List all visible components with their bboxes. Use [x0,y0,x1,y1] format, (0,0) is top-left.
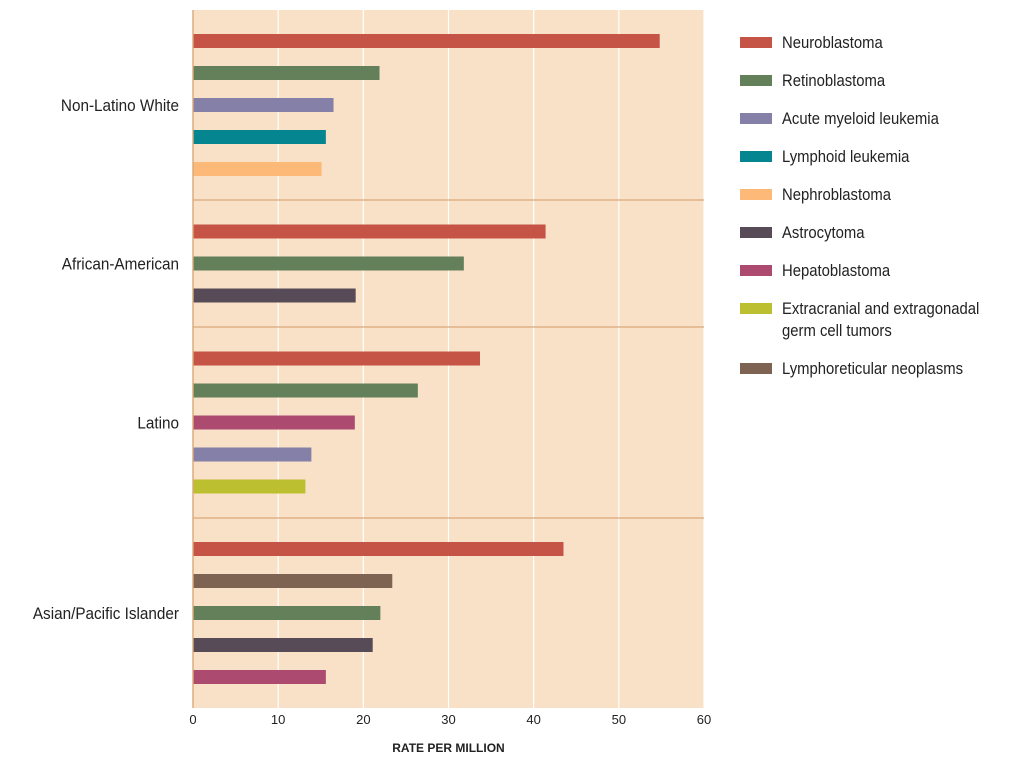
legend-item: Nephroblastoma [740,184,1018,206]
bar-latino-extracranial-and-extragonadal-germ-cell-tumors [193,479,306,494]
bar-non-latino-white-lymphoid-leukemia [193,130,326,144]
legend-label: Lymphoreticular neoplasms [782,360,964,378]
legend-swatch [740,227,772,238]
bar-non-latino-white-neuroblastoma [193,34,660,48]
x-tick-label: 30 [441,712,455,727]
category-label: Asian/Pacific Islander [33,604,180,623]
bar-african-american-astrocytoma [193,288,356,303]
legend-label: Lymphoid leukemia [782,148,910,166]
bar-african-american-neuroblastoma [193,224,546,239]
legend-item: Lymphoreticular neoplasms [740,358,1018,380]
bar-asian-pacific-islander-neuroblastoma [193,542,564,556]
bar-asian-pacific-islander-astrocytoma [193,638,373,652]
x-tick-label: 60 [697,712,711,727]
bar-latino-hepatoblastoma [193,415,355,430]
x-tick-label: 10 [271,712,285,727]
legend-label: Neuroblastoma [782,34,883,52]
legend-swatch [740,37,772,48]
category-label: Latino [137,414,179,433]
legend-label: Nephroblastoma [782,186,891,204]
legend-swatch [740,75,772,86]
category-label: African-American [62,255,179,274]
legend-label: Astrocytoma [782,224,865,242]
legend-item: Extracranial and extragonadal germ cell … [740,298,1018,342]
legend-item: Hepatoblastoma [740,260,1018,282]
x-tick-label: 40 [526,712,540,727]
legend-swatch [740,265,772,276]
legend-item: Astrocytoma [740,222,1018,244]
legend-label: Acute myeloid leukemia [782,110,939,128]
legend: Neuroblastoma Retinoblastoma Acute myeloid… [740,32,1018,396]
bar-non-latino-white-retinoblastoma [193,66,380,80]
category-label: Non-Latino White [61,96,179,115]
bar-asian-pacific-islander-lymphoreticular-neoplasms [193,574,393,588]
legend-swatch [740,189,772,200]
x-tick-label: 20 [356,712,370,727]
legend-label: Extracranial and extragonadal germ cell … [782,300,980,340]
legend-label: Hepatoblastoma [782,262,891,280]
bar-non-latino-white-nephroblastoma [193,162,322,176]
legend-item: Retinoblastoma [740,70,1018,92]
bar-asian-pacific-islander-retinoblastoma [193,606,381,620]
legend-swatch [740,363,772,374]
legend-swatch [740,151,772,162]
x-tick-label: 50 [612,712,626,727]
bar-latino-neuroblastoma [193,351,481,366]
legend-swatch [740,303,772,314]
legend-item: Neuroblastoma [740,32,1018,54]
bar-asian-pacific-islander-hepatoblastoma [193,670,326,684]
bar-non-latino-white-acute-myeloid-leukemia [193,98,334,112]
legend-swatch [740,113,772,124]
bar-latino-acute-myeloid-leukemia [193,447,312,462]
legend-item: Acute myeloid leukemia [740,108,1018,130]
legend-item: Lymphoid leukemia [740,146,1018,168]
bar-latino-retinoblastoma [193,383,418,398]
legend-label: Retinoblastoma [782,72,886,90]
bar-african-american-retinoblastoma [193,256,464,271]
x-axis-title: RATE PER MILLION [392,741,504,755]
x-tick-label: 0 [189,712,196,727]
